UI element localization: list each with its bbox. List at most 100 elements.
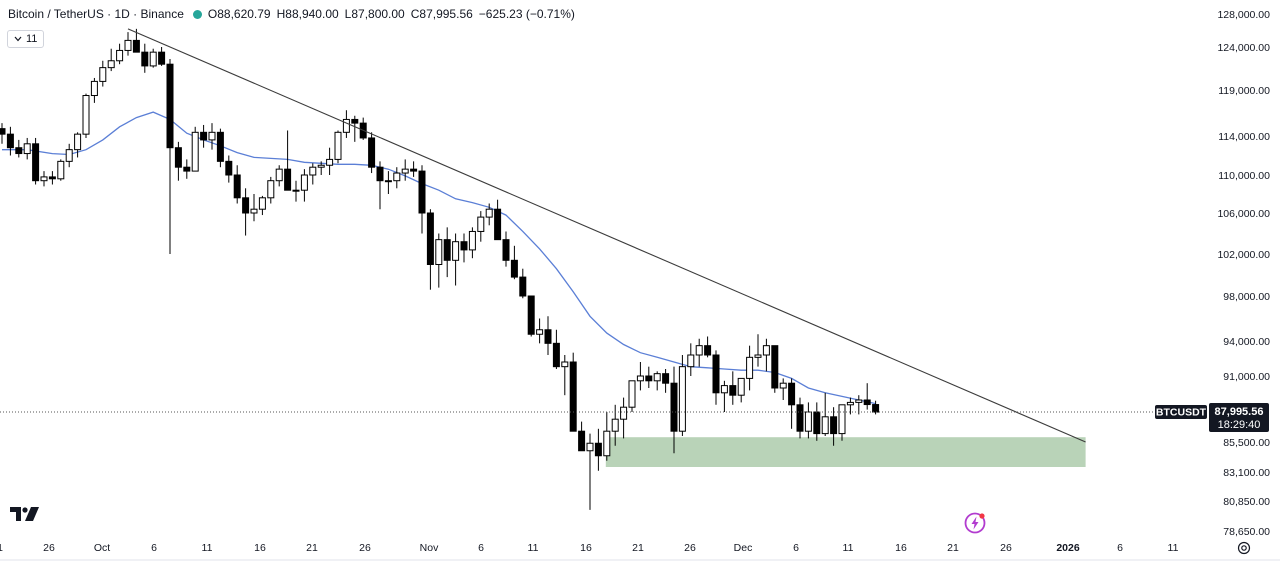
candle-body — [662, 373, 670, 384]
candle-body — [40, 176, 48, 182]
time-axis-label: 21 — [947, 542, 959, 554]
time-axis-label: 6 — [1117, 542, 1123, 554]
candle — [678, 355, 686, 436]
candle — [746, 345, 754, 391]
candle — [351, 115, 359, 142]
time-axis-label: 11 — [1168, 542, 1179, 554]
time-axis-label: 6 — [151, 542, 157, 554]
candle-body — [603, 430, 611, 457]
candle — [284, 130, 292, 191]
candle-body — [166, 63, 174, 149]
indicators-toggle-button[interactable]: 11 — [7, 30, 45, 48]
candle — [838, 404, 846, 441]
lightning-icon[interactable] — [964, 512, 986, 534]
candle-body — [838, 404, 846, 435]
candle — [502, 231, 510, 267]
settings-icon[interactable] — [1236, 540, 1252, 556]
price-axis-label: 119,000.00 — [1218, 85, 1270, 97]
candle — [435, 233, 443, 288]
candle — [418, 165, 426, 234]
interval-label[interactable]: 1D — [114, 7, 130, 21]
candle — [359, 117, 367, 140]
time-axis[interactable]: 1 26 Oct 6 11 16 21 26 Nov 6 11 16 21 26 Dec 6 11 16 21 26 2… — [0, 542, 1280, 561]
candle — [628, 380, 636, 412]
candle-body — [334, 131, 342, 160]
candle — [216, 128, 224, 168]
candle-body — [326, 158, 334, 166]
candle-body — [611, 418, 619, 432]
candle-body — [48, 176, 56, 180]
candle — [872, 400, 880, 415]
indicators-count: 11 — [26, 33, 38, 45]
symbol-name[interactable]: Bitcoin / TetherUS — [8, 7, 104, 21]
candle-body — [216, 131, 224, 162]
price-axis-label: 124,000.00 — [1217, 42, 1270, 54]
close-value: C87,995.56 — [410, 7, 473, 21]
legend-separator: · — [103, 7, 115, 21]
price-axis-label: 94,000.00 — [1223, 336, 1270, 348]
candle — [544, 316, 552, 355]
candle-body — [779, 382, 787, 389]
candle-body — [720, 385, 728, 394]
candle-body — [200, 131, 208, 141]
tradingview-logo-icon[interactable] — [10, 506, 40, 522]
candle — [32, 137, 40, 185]
change-value: −625.23 (−0.71%) — [478, 7, 575, 21]
candle — [74, 132, 82, 158]
candle — [477, 211, 485, 242]
candle — [149, 48, 157, 68]
candle-body — [418, 170, 426, 214]
low-value: L87,800.00 — [344, 7, 405, 21]
candle — [527, 295, 535, 337]
candle-body — [872, 404, 880, 413]
candle-body — [527, 295, 535, 335]
candle — [662, 369, 670, 393]
candle — [200, 124, 208, 148]
candle — [300, 169, 308, 202]
candle-body — [149, 51, 157, 67]
candle — [393, 167, 401, 189]
candle-body — [309, 166, 317, 176]
candle — [704, 336, 712, 358]
candle-body — [23, 143, 31, 155]
candle-body — [452, 241, 460, 261]
symbol-legend: Bitcoin / TetherUS · 1D · Binance O88,62… — [8, 7, 581, 21]
price-axis-label: 78,650.00 — [1223, 526, 1270, 538]
candle-body — [687, 354, 695, 368]
candle-body — [250, 208, 258, 214]
candle — [250, 194, 258, 222]
exchange-label[interactable]: Binance — [140, 7, 184, 21]
candle — [6, 126, 14, 156]
high-value: H88,940.00 — [276, 7, 339, 21]
candle — [317, 161, 325, 175]
time-axis-label: 1 — [0, 542, 3, 554]
candle-body — [502, 239, 510, 261]
candle — [0, 123, 6, 144]
candle-body — [443, 239, 451, 261]
candle — [258, 195, 266, 216]
candle-body — [242, 197, 250, 214]
trendline-layer — [127, 28, 1086, 443]
price-axis-label: 102,000.00 — [1217, 249, 1270, 261]
price-axis[interactable]: 128,000.00 124,000.00 119,000.00 114,000.00… — [1217, 9, 1270, 538]
last-price-box — [1209, 403, 1269, 432]
candle-body — [830, 416, 838, 435]
candle-body — [300, 174, 308, 191]
candle — [737, 377, 745, 403]
candle-body — [208, 131, 216, 141]
candle-body — [544, 329, 552, 344]
support-zone-layer — [605, 437, 1086, 467]
candle — [779, 378, 787, 400]
candle — [90, 77, 98, 103]
descending-trendline[interactable] — [127, 28, 1086, 443]
candle — [485, 203, 493, 226]
candle — [15, 139, 23, 158]
market-status-icon — [192, 9, 202, 19]
candle-body — [292, 189, 300, 192]
candle-body — [771, 345, 779, 389]
candle-body — [477, 216, 485, 232]
candle-body — [485, 208, 493, 218]
candle-body — [561, 361, 569, 368]
candle-body — [57, 160, 65, 180]
